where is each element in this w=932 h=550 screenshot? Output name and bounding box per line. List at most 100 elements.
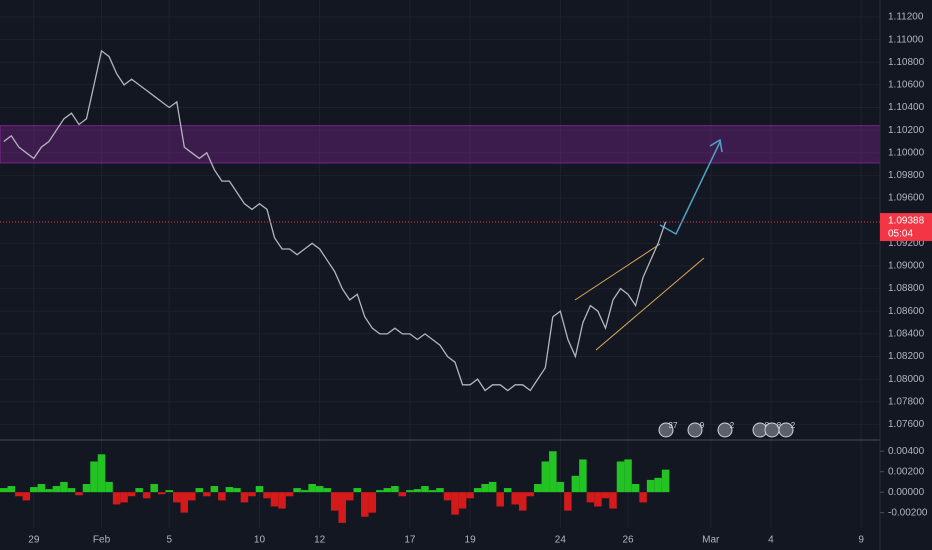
osc-bar (22, 492, 31, 501)
y-tick-label: 1.08600 (888, 306, 925, 317)
channel-line (574, 243, 661, 301)
arrow-head (709, 138, 723, 153)
event-count: 2 (730, 421, 735, 430)
y2-tick-label: 0.00400 (888, 446, 925, 457)
osc-bar (278, 492, 286, 509)
x-tick-label: 10 (254, 535, 266, 546)
osc-bar (75, 492, 83, 496)
y-tick-label: 1.07600 (888, 419, 925, 430)
event-icon (687, 422, 703, 438)
y-tick-label: 1.11000 (888, 34, 924, 45)
osc-bar (195, 488, 204, 493)
osc-bar (466, 492, 474, 499)
osc-bar (135, 488, 143, 493)
osc-bar (496, 492, 504, 507)
last-price-label: 1.09388 (888, 216, 925, 227)
osc-bar (255, 486, 264, 493)
osc-bar (345, 492, 354, 501)
event-icon (778, 422, 794, 438)
osc-bar (0, 488, 8, 493)
x-tick-label: 17 (404, 535, 416, 546)
y-tick-label: 1.08800 (888, 283, 925, 294)
osc-bar (601, 492, 610, 499)
osc-bar (654, 477, 662, 493)
x-tick-label: 24 (555, 535, 567, 546)
osc-bar (323, 488, 331, 493)
osc-bar (616, 461, 625, 493)
osc-bar (82, 483, 91, 493)
osc-bar (436, 488, 444, 493)
osc-bar (458, 492, 467, 509)
event-icon (717, 422, 733, 438)
osc-bar (270, 492, 279, 507)
osc-bar (300, 490, 309, 493)
osc-bar (428, 490, 437, 493)
y-tick-label: 1.11200 (888, 12, 924, 23)
event-count: 9 (700, 421, 705, 430)
osc-bar (564, 492, 572, 511)
osc-bar (150, 483, 158, 493)
x-tick-label: 5 (166, 535, 172, 546)
osc-bar (7, 486, 16, 493)
osc-bar (263, 492, 271, 499)
osc-bar (398, 492, 407, 497)
osc-bar (210, 486, 219, 493)
y-tick-label: 1.09000 (888, 261, 925, 272)
event-count: 8 (777, 421, 782, 430)
osc-bar (90, 461, 98, 493)
osc-bar (526, 492, 535, 497)
osc-bar (225, 487, 234, 493)
osc-bar (45, 489, 53, 493)
osc-bar (609, 492, 617, 509)
event-icon (658, 422, 674, 438)
countdown: 05:04 (888, 229, 913, 240)
osc-bar (579, 459, 587, 493)
osc-bar (624, 459, 632, 493)
osc-bar (203, 492, 211, 497)
osc-bar (15, 492, 23, 497)
osc-bar (127, 492, 136, 497)
osc-bar (406, 490, 414, 493)
osc-bar (52, 486, 61, 493)
y-tick-label: 1.09600 (888, 193, 925, 204)
osc-bar (594, 492, 602, 507)
osc-bar (541, 461, 550, 493)
osc-bar (67, 488, 76, 493)
osc-bar (639, 492, 647, 503)
osc-bar (376, 490, 384, 493)
osc-bar (112, 492, 121, 505)
y2-tick-label: 0.00200 (888, 466, 925, 477)
y-tick-label: 1.10600 (888, 80, 925, 91)
drawings (574, 138, 723, 351)
osc-bar (571, 475, 580, 493)
osc-bar (165, 490, 173, 493)
osc-bar (443, 492, 452, 501)
osc-bar (293, 488, 301, 493)
y-tick-label: 1.08000 (888, 374, 925, 385)
osc-bar (518, 492, 527, 511)
x-tick-label: 4 (768, 535, 774, 546)
y-tick-label: 1.10200 (888, 125, 925, 136)
osc-bar (413, 489, 422, 493)
osc-bar (481, 483, 489, 493)
event-count: 2 (791, 421, 796, 430)
last-price-box (880, 213, 932, 242)
y-tick-label: 1.10000 (888, 147, 925, 158)
x-tick-label: 26 (622, 535, 634, 546)
x-tick-label: 12 (314, 535, 326, 546)
osc-bar (661, 469, 670, 493)
osc-bar (488, 481, 497, 493)
osc-bar (180, 492, 189, 513)
y-tick-label: 1.07800 (888, 396, 925, 407)
x-tick-label: Feb (93, 535, 111, 546)
projection-arrow (659, 141, 721, 236)
osc-bar (503, 488, 512, 493)
x-tick-label: 29 (28, 535, 40, 546)
osc-bar (353, 488, 362, 493)
osc-bar (315, 486, 324, 493)
osc-bar (248, 492, 256, 497)
y-tick-label: 1.09800 (888, 170, 925, 181)
osc-bar (473, 488, 482, 493)
osc-bar (142, 492, 151, 499)
osc-bar (361, 492, 369, 517)
